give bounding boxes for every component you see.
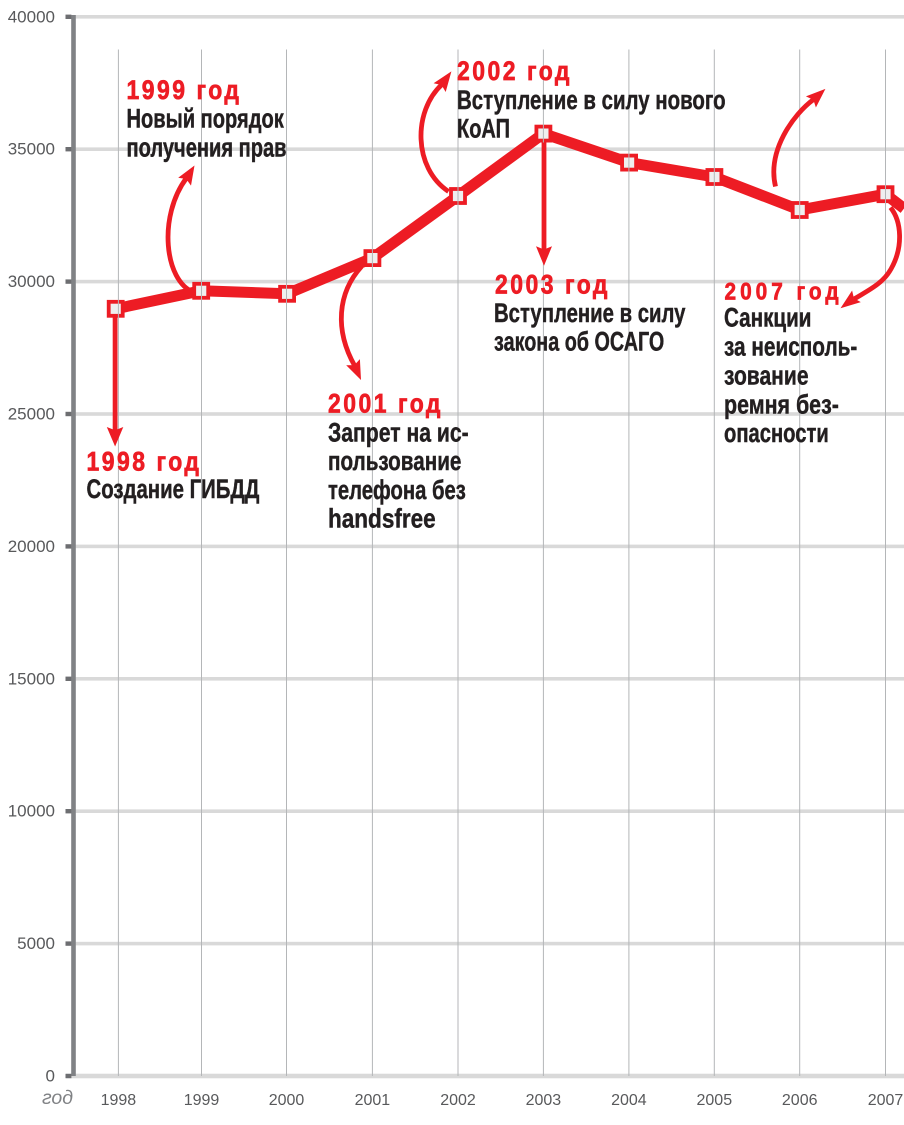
svg-text:2007 год: 2007 год [725,277,843,305]
svg-text:КоАП: КоАП [457,114,510,145]
svg-text:35000: 35000 [8,140,55,159]
svg-text:2000: 2000 [269,1092,305,1109]
svg-text:15000: 15000 [8,669,55,688]
svg-text:телефона без: телефона без [328,475,466,506]
svg-text:25000: 25000 [8,405,55,424]
svg-text:5000: 5000 [17,934,55,953]
svg-text:1999: 1999 [184,1092,220,1109]
svg-text:Вступление в силу: Вступление в силу [494,298,686,329]
svg-text:20000: 20000 [8,537,55,556]
svg-text:2003 год: 2003 год [495,270,610,300]
svg-text:закона об ОСАГО: закона об ОСАГО [494,328,664,358]
svg-text:получения прав: получения прав [127,133,287,164]
svg-text:2002 год: 2002 год [457,56,572,86]
svg-text:ремня без-: ремня без- [724,390,839,420]
svg-text:Санкции: Санкции [724,303,811,333]
svg-text:год: год [42,1087,73,1109]
svg-text:30000: 30000 [8,272,55,291]
svg-text:40000: 40000 [8,7,55,26]
svg-text:2007: 2007 [868,1092,904,1109]
svg-text:Вступление в силу нового: Вступление в силу нового [457,86,726,116]
svg-text:2004: 2004 [611,1092,647,1109]
svg-text:2003: 2003 [526,1092,562,1109]
svg-text:2002: 2002 [440,1092,476,1109]
svg-text:за неисполь-: за неисполь- [724,332,857,362]
svg-text:1999 год: 1999 год [127,75,242,105]
svg-text:2006: 2006 [782,1092,818,1109]
svg-text:Запрет на ис-: Запрет на ис- [328,418,469,448]
svg-text:1998 год: 1998 год [87,447,202,477]
svg-text:2005: 2005 [697,1092,733,1109]
svg-text:0: 0 [46,1067,55,1086]
svg-text:зование: зование [724,361,809,391]
svg-text:2001: 2001 [355,1092,391,1109]
svg-text:10000: 10000 [8,802,55,821]
svg-text:1998: 1998 [101,1092,137,1109]
svg-text:опасности: опасности [724,418,829,449]
svg-text:пользование: пользование [328,447,461,477]
svg-text:Создание ГИБДД: Создание ГИБДД [87,474,260,504]
svg-text:Новый порядок: Новый порядок [127,104,284,135]
svg-text:handsfree: handsfree [328,504,436,534]
svg-text:2001 год: 2001 год [328,389,443,419]
